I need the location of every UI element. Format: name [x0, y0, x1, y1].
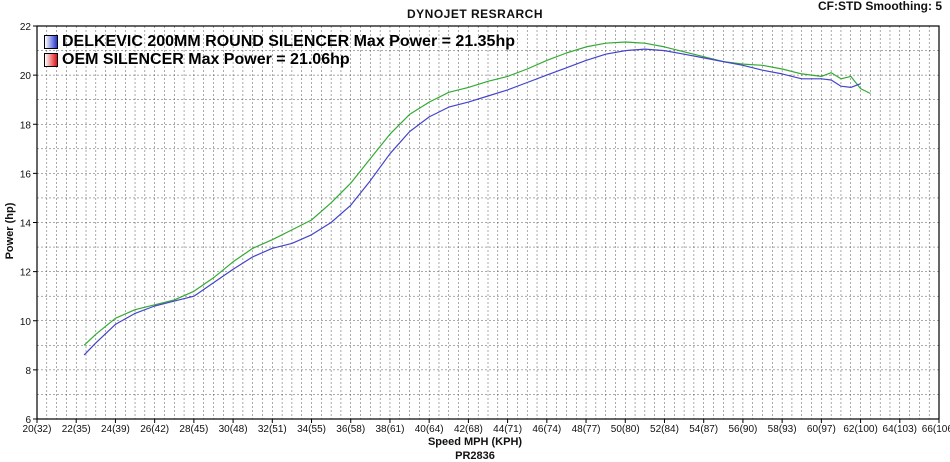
chart-title: DYNOJET RESRARCH	[406, 7, 543, 21]
correction-settings: CF:STD Smoothing: 5	[818, 0, 942, 13]
x-tick-label: 24(39)	[101, 424, 130, 435]
grid	[36, 25, 940, 420]
x-axis-label: Speed MPH (KPH)	[427, 436, 523, 448]
x-tick-label: 54(87)	[689, 424, 718, 435]
legend-item-oem: OEM SILENCER Max Power = 21.06hp	[44, 51, 350, 69]
x-tick-label: 60(97)	[807, 424, 836, 435]
x-tick-label: 58(93)	[768, 424, 797, 435]
series-group	[83, 41, 871, 356]
x-tick-label: 66(106)	[922, 424, 950, 435]
x-tick-label: 46(74)	[532, 424, 561, 435]
x-tick-labels: 20(32) 22(35) 24(39) 26(42) 28(45) 30(48) 32(5…	[23, 424, 950, 435]
x-tick-label: 36(58)	[336, 424, 365, 435]
legend-label-delkevic: DELKEVIC 200MM ROUND SILENCER Max Power …	[62, 33, 515, 50]
y-tick-label: 10	[20, 317, 32, 328]
y-tick-label: 18	[20, 120, 32, 131]
y-tick-label: 22	[20, 22, 32, 33]
y-tick-label: 16	[20, 169, 32, 180]
x-tick-label: 62(100)	[843, 424, 877, 435]
legend-item-delkevic: DELKEVIC 200MM ROUND SILENCER Max Power …	[44, 33, 515, 51]
y-tick-label: 12	[20, 268, 32, 279]
y-tick-label: 8	[25, 366, 31, 377]
y-tick-label: 14	[20, 219, 32, 230]
y-tick-label: 6	[25, 415, 31, 426]
x-tick-label: 56(90)	[728, 424, 757, 435]
legend-label-oem: OEM SILENCER Max Power = 21.06hp	[62, 51, 350, 68]
y-tick-label: 20	[20, 71, 32, 82]
x-tick-label: 30(48)	[219, 424, 248, 435]
x-tick-label: 26(42)	[140, 424, 169, 435]
series-line-delkevic	[83, 41, 871, 346]
x-tick-label: 48(77)	[572, 424, 601, 435]
x-tick-label: 40(64)	[415, 424, 444, 435]
x-tick-label: 50(80)	[611, 424, 640, 435]
x-tick-label: 38(61)	[376, 424, 405, 435]
legend-swatch-delkevic	[44, 35, 58, 49]
x-tick-label: 28(45)	[179, 424, 208, 435]
y-tick-labels: 6 8 10 12 14 16 18 20 22	[20, 22, 32, 426]
run-id: PR2836	[455, 450, 495, 462]
x-tick-label: 42(68)	[454, 424, 483, 435]
legend-swatch-oem	[44, 53, 58, 67]
x-tick-label: 64(103)	[883, 424, 917, 435]
x-tick-label: 32(51)	[258, 424, 287, 435]
x-tick-label: 44(71)	[493, 424, 522, 435]
x-tick-label: 22(35)	[62, 424, 91, 435]
y-axis-label: Power (hp)	[4, 202, 16, 260]
x-tick-label: 34(55)	[297, 424, 326, 435]
axes	[33, 25, 940, 423]
x-tick-label: 20(32)	[23, 424, 52, 435]
x-tick-label: 52(84)	[650, 424, 679, 435]
series-line-oem	[83, 48, 861, 356]
